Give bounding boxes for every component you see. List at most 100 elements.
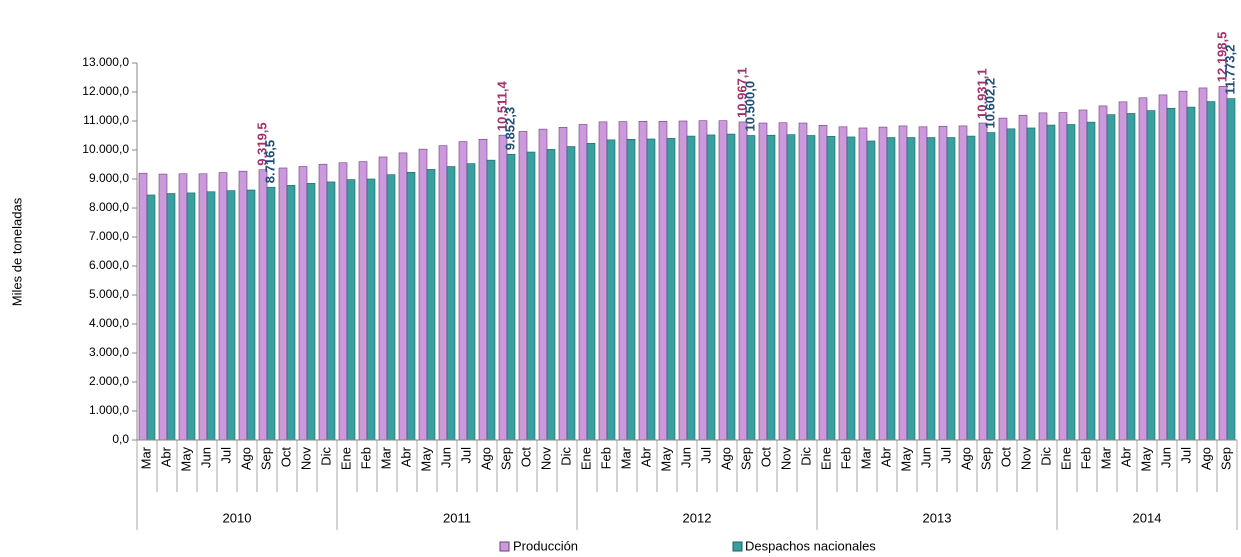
y-tick-label: 8.000,0 — [89, 200, 129, 214]
bar — [1178, 90, 1188, 441]
x-tick-label: Ene — [338, 447, 353, 470]
x-tick-label: Abr — [158, 446, 173, 467]
y-tick-label: 4.000,0 — [89, 316, 129, 330]
x-tick-label: Dic — [318, 447, 333, 466]
legend-swatch — [499, 541, 510, 552]
bar — [318, 163, 328, 441]
data-label: 9.852,3 — [502, 107, 517, 150]
x-tick-label: Abr — [878, 446, 893, 467]
bar — [1206, 101, 1216, 441]
bar — [218, 172, 228, 441]
y-tick-label: 12.000,0 — [82, 84, 129, 98]
bar — [1018, 114, 1028, 441]
x-tick-label: Mar — [1098, 446, 1113, 469]
bar — [866, 140, 876, 441]
bar — [998, 117, 1008, 441]
x-tick-label: Sep — [1218, 447, 1233, 470]
bar — [978, 122, 988, 441]
bar — [266, 186, 276, 441]
y-axis-title: Miles de toneladas — [9, 197, 24, 306]
data-label: 10.500,0 — [742, 81, 757, 132]
bar — [478, 138, 488, 441]
bar — [446, 166, 456, 441]
bar — [1126, 113, 1136, 441]
bar — [758, 122, 768, 441]
bar — [898, 125, 908, 441]
bar — [178, 173, 188, 441]
data-label: 11.773,2 — [1222, 45, 1237, 95]
x-tick-label: Nov — [298, 447, 313, 471]
bar — [1186, 106, 1196, 441]
x-tick-label: Jul — [938, 447, 953, 464]
bar — [1198, 87, 1208, 441]
y-tick-label: 0,0 — [112, 432, 129, 446]
x-tick-label: Abr — [1118, 446, 1133, 467]
bar — [346, 179, 356, 441]
bar — [338, 162, 348, 441]
bar — [378, 156, 388, 441]
x-tick-label: Nov — [778, 447, 793, 471]
x-tick-label: Abr — [638, 446, 653, 467]
y-tick-label: 1.000,0 — [89, 403, 129, 417]
bar — [398, 152, 408, 441]
x-tick-label: Sep — [498, 447, 513, 470]
y-tick-label: 11.000,0 — [83, 113, 129, 127]
x-tick-label: Jun — [918, 447, 933, 468]
bar — [838, 126, 848, 441]
bar — [886, 137, 896, 441]
x-tick-label: Jun — [678, 447, 693, 468]
bar — [1058, 112, 1068, 441]
bar — [678, 120, 688, 441]
bar — [438, 145, 448, 441]
x-tick-label: May — [418, 447, 433, 472]
bar — [558, 127, 568, 441]
bar — [546, 149, 556, 441]
y-tick-label: 13.000,0 — [82, 55, 129, 69]
data-label: 10.602,2 — [982, 78, 997, 129]
bar — [846, 136, 856, 441]
bar — [738, 121, 748, 441]
bar — [358, 161, 368, 441]
bar — [286, 185, 296, 441]
bar — [146, 194, 156, 441]
x-tick-label: Mar — [378, 446, 393, 469]
x-tick-label: Nov — [538, 447, 553, 471]
bar — [938, 125, 948, 441]
bar — [386, 174, 396, 441]
data-label: 10.967,1 — [734, 67, 749, 118]
x-tick-label: Mar — [618, 446, 633, 469]
x-tick-label: Feb — [838, 447, 853, 469]
bar — [778, 122, 788, 441]
x-tick-label: Feb — [1078, 447, 1093, 469]
bar — [298, 166, 308, 441]
x-tick-label: Oct — [278, 447, 293, 468]
bar — [958, 125, 968, 441]
bar — [798, 122, 808, 441]
legend-label: Despachos nacionales — [745, 538, 876, 553]
bar — [1046, 124, 1056, 441]
bar — [458, 141, 468, 441]
x-tick-label: Oct — [758, 447, 773, 468]
x-tick-label: Ago — [718, 447, 733, 470]
bar — [1218, 85, 1228, 441]
bar — [1026, 127, 1036, 441]
bar — [258, 169, 268, 441]
data-label: 10.511,4 — [494, 81, 509, 132]
x-tick-label: Ene — [578, 447, 593, 470]
y-tick-label: 2.000,0 — [89, 374, 129, 388]
x-tick-label: Jul — [458, 447, 473, 464]
year-label: 2010 — [223, 510, 252, 525]
bar — [466, 163, 476, 441]
x-tick-label: May — [658, 447, 673, 472]
y-tick-label: 3.000,0 — [89, 345, 129, 359]
bar — [586, 143, 596, 441]
bar — [598, 121, 608, 441]
x-tick-label: Oct — [998, 447, 1013, 468]
bar — [626, 138, 636, 441]
bar — [1118, 101, 1128, 441]
x-tick-label: Ago — [238, 447, 253, 470]
bar — [706, 134, 716, 441]
x-tick-label: Feb — [358, 447, 373, 469]
year-label: 2011 — [443, 510, 471, 525]
